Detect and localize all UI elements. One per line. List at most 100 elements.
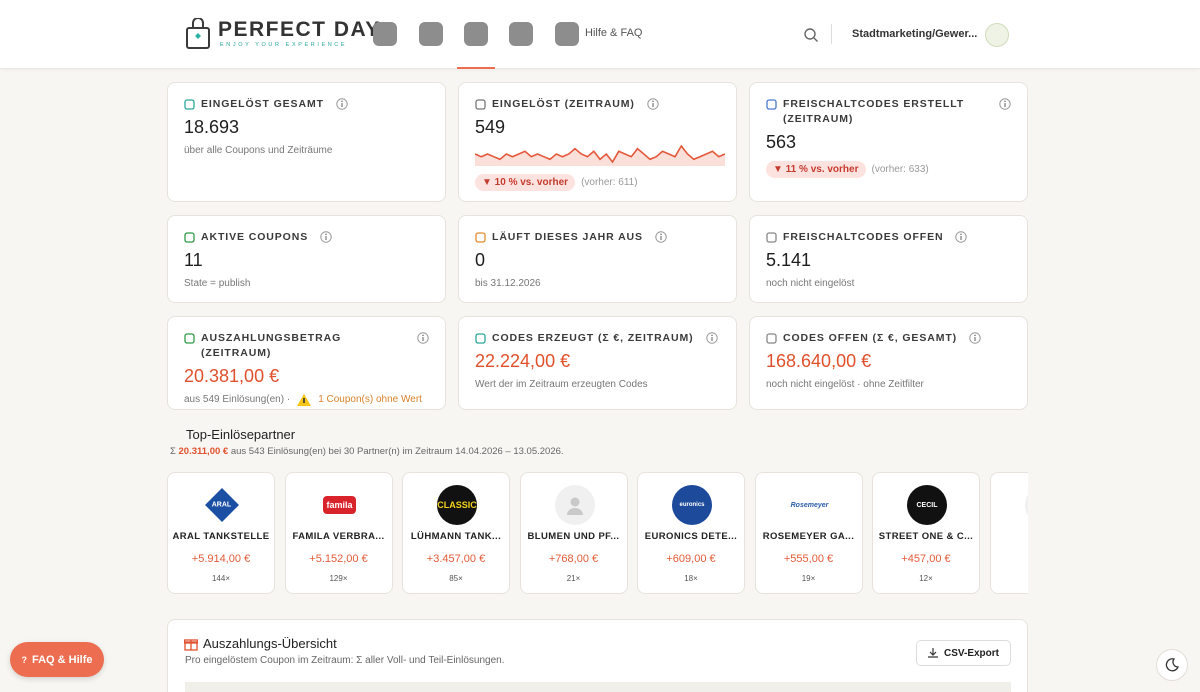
partner-logo bbox=[554, 485, 595, 525]
logo-icon bbox=[186, 18, 210, 49]
avatar[interactable] bbox=[985, 23, 1009, 47]
kpi-value: 18.693 bbox=[184, 117, 240, 137]
kpi-label-row: EINGELÖST (ZEITRAUM) bbox=[475, 97, 720, 112]
faq-label[interactable]: FAQ & Hilfe bbox=[31, 653, 93, 666]
info-icon[interactable] bbox=[647, 98, 659, 110]
kpi-note: noch nicht eingelöst bbox=[766, 278, 855, 289]
kpi-label: LÄUFT DIESES JAHR AUS bbox=[492, 231, 643, 243]
partner-name: BLUM bbox=[991, 531, 1029, 542]
nav-help-icon[interactable] bbox=[555, 22, 579, 46]
partner-row: ARAL ARAL TANKSTELLE +5.914,00 € 144× famila… bbox=[167, 472, 1029, 594]
kpi-icon bbox=[184, 333, 195, 344]
payout-title: Auszahlungs-Übersicht bbox=[203, 636, 337, 651]
kpi-icon-shape bbox=[184, 333, 195, 344]
kpi-value: 22.224,00 € bbox=[475, 351, 571, 371]
info-icon[interactable] bbox=[969, 332, 981, 344]
faq-icon: ? bbox=[21, 654, 27, 665]
warning-icon bbox=[297, 394, 312, 406]
sparkline bbox=[475, 144, 725, 166]
kpi-note-row: noch nicht eingelöst · ohne Zeitfilter bbox=[766, 377, 1011, 393]
kpi-note-row: Wert der im Zeitraum erzeugten Codes bbox=[475, 377, 720, 393]
partner-card[interactable]: CECIL STREET ONE & C... +457,00 € 12× bbox=[872, 472, 980, 594]
nav-gifts[interactable] bbox=[509, 22, 533, 46]
kpi-note: State = publish bbox=[184, 278, 251, 289]
partner-card[interactable]: Rosemeyer ROSEMEYER GA... +555,00 € 19× bbox=[754, 472, 863, 594]
partner-card[interactable]: ARAL ARAL TANKSTELLE +5.914,00 € 144× bbox=[167, 472, 275, 594]
info-icon[interactable] bbox=[705, 332, 718, 344]
info-circle bbox=[955, 231, 968, 243]
nav-cast[interactable] bbox=[419, 22, 443, 46]
kpi-label: FREISCHALTCODES ERSTELLT (ZEITRAUM) bbox=[783, 98, 965, 125]
partner-card[interactable]: euronics EURONICS DETE... +609,00 € 18× bbox=[637, 472, 745, 594]
partner-card[interactable]: famila FAMILA VERBRA... +5.152,00 € 129× bbox=[284, 472, 393, 594]
info-icon[interactable] bbox=[655, 231, 667, 243]
partner-card[interactable]: BLUM +3 bbox=[989, 472, 1029, 594]
partner-card[interactable]: CLASSIC LÜHMANN TANK... +3.457,00 € 85× bbox=[402, 472, 510, 594]
info-icon[interactable] bbox=[999, 98, 1011, 110]
logo-text: ARAL bbox=[212, 501, 232, 509]
partner-name: LÜHMANN TANK... bbox=[410, 531, 502, 542]
kpi-label-row: CODES ERZEUGT (Σ €, ZEITRAUM) bbox=[475, 331, 720, 346]
nav-help[interactable]: Hilfe & FAQ bbox=[585, 27, 643, 39]
partner-count: 85× bbox=[449, 574, 463, 583]
kpi-card: AKTIVE COUPONS 11 State = publish bbox=[167, 215, 446, 303]
logo-text: Rosemeyer bbox=[790, 501, 829, 509]
trend-badge: ▼ 10 % vs. vorher bbox=[475, 174, 576, 191]
kpi-label-row: AKTIVE COUPONS bbox=[184, 230, 429, 245]
kpi-note-row: aus 549 Einlösung(en) · 1 Coupon(s) ohne … bbox=[184, 392, 429, 408]
partner-card[interactable]: BLUMEN UND PF... +768,00 € 21× bbox=[519, 472, 628, 594]
faq-button[interactable]: ? FAQ & Hilfe bbox=[10, 642, 104, 677]
info-icon[interactable] bbox=[336, 98, 348, 110]
search-icon[interactable] bbox=[803, 27, 819, 43]
info-icon[interactable] bbox=[417, 332, 429, 344]
kpi-note-row: State = publish bbox=[184, 276, 429, 292]
kpi-label: FREISCHALTCODES OFFEN bbox=[783, 231, 944, 243]
kpi-label: EINGELÖST GESAMT bbox=[201, 98, 324, 110]
logo-text: famila bbox=[323, 496, 356, 514]
info-circle bbox=[969, 332, 981, 344]
csv-export-label[interactable]: CSV-Export bbox=[943, 647, 999, 659]
kpi-icon-shape bbox=[766, 232, 777, 243]
sparkline-line bbox=[475, 144, 725, 164]
info-dot bbox=[1004, 100, 1006, 103]
kpi-note-row: bis 31.12.2026 bbox=[475, 276, 720, 292]
kpi-value: 20.381,00 € bbox=[184, 366, 280, 386]
kpi-note: aus 549 Einlösung(en) · bbox=[184, 394, 291, 405]
account-name[interactable]: Stadtmarketing/Gewer... bbox=[852, 28, 978, 40]
info-icon[interactable] bbox=[955, 231, 968, 243]
info-icon[interactable] bbox=[320, 231, 332, 243]
kpi-icon bbox=[766, 232, 777, 243]
avatar-body bbox=[566, 508, 583, 515]
theme-toggle[interactable] bbox=[1156, 649, 1188, 681]
kpi-icon-shape bbox=[766, 333, 777, 344]
nav-settings[interactable] bbox=[373, 22, 397, 46]
info-dot bbox=[660, 233, 662, 236]
kpi-warning[interactable]: 1 Coupon(s) ohne Wert bbox=[318, 394, 422, 405]
kpi-note: Wert der im Zeitraum erzeugten Codes bbox=[475, 379, 648, 390]
csv-export-button[interactable]: CSV-Export bbox=[916, 640, 1011, 666]
summary-prefix: Σ bbox=[170, 446, 176, 457]
partner-amount: +5.152,00 € bbox=[309, 553, 368, 565]
partner-name: STREET ONE & C... bbox=[878, 531, 974, 542]
table-header bbox=[185, 682, 1011, 692]
info-circle bbox=[417, 332, 429, 344]
nav-stats[interactable] bbox=[464, 22, 488, 46]
logo-title[interactable]: PERFECT DAY bbox=[218, 18, 381, 41]
summary-amount: 20.311,00 € bbox=[178, 446, 229, 457]
kpi-label-row: CODES OFFEN (Σ €, GESAMT) bbox=[766, 331, 1011, 346]
gift-icon bbox=[184, 639, 198, 651]
partner-count: 129× bbox=[329, 574, 348, 583]
info-dot bbox=[974, 334, 976, 337]
kpi-compare: ▼ 11 % vs. vorher (vorher: 633) bbox=[766, 159, 1011, 178]
previous-value: (vorher: 611) bbox=[581, 177, 638, 188]
info-dot bbox=[422, 334, 424, 337]
kpi-label: CODES OFFEN (Σ €, GESAMT) bbox=[783, 332, 958, 344]
kpi-card: CODES OFFEN (Σ €, GESAMT) 168.640,00 € noc… bbox=[749, 316, 1028, 410]
trend-badge: ▼ 11 % vs. vorher bbox=[766, 161, 866, 178]
kpi-label-row: EINGELÖST GESAMT bbox=[184, 97, 429, 112]
info-dot bbox=[960, 233, 963, 236]
partner-name: EURONICS DETE... bbox=[644, 531, 738, 542]
partner-amount: +3 bbox=[991, 553, 1029, 565]
download-icon bbox=[927, 648, 938, 658]
